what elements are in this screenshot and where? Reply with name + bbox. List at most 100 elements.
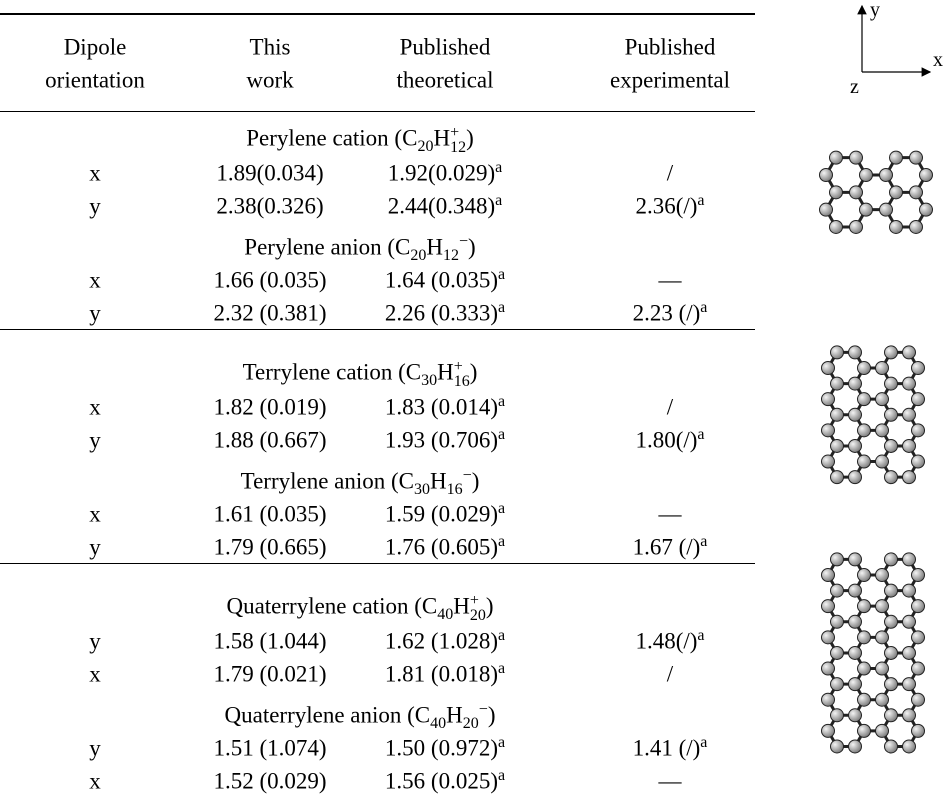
atom xyxy=(850,186,863,199)
column-header: Published xyxy=(400,36,491,59)
group-title: Perylene cation (C20H+12) xyxy=(246,125,473,155)
atom xyxy=(858,631,871,644)
theoretical: 2.26 (0.333)a xyxy=(385,302,505,325)
group-title: Quaterrylene anion (C40H20−) xyxy=(225,704,496,727)
atom xyxy=(912,600,925,613)
subscript: 20 xyxy=(410,247,426,264)
title-text: H xyxy=(437,359,454,384)
atom xyxy=(831,471,844,484)
atom xyxy=(822,600,835,613)
section-rule xyxy=(0,329,755,330)
axis-label: z xyxy=(850,76,859,98)
orientation: y xyxy=(89,630,101,653)
atom xyxy=(885,346,898,359)
theoretical: 1.76 (0.605)a xyxy=(385,536,505,559)
sup-sub: +20 xyxy=(470,593,486,623)
subscript: 16 xyxy=(447,481,463,498)
title-text: ) xyxy=(488,703,496,728)
atom xyxy=(876,631,889,644)
cell-text: 1.67 (/) xyxy=(633,535,701,560)
footnote-mark: a xyxy=(700,734,707,751)
superscript: + xyxy=(470,593,486,608)
cell-text: 1.80(/) xyxy=(635,428,697,453)
atom xyxy=(831,709,844,722)
atom xyxy=(858,455,871,468)
atom xyxy=(820,169,833,182)
this-work: 2.32 (0.381) xyxy=(213,302,326,325)
this-work: 1.82 (0.019) xyxy=(213,396,326,419)
atom xyxy=(860,169,873,182)
title-text: Quaterrylene cation (C xyxy=(226,593,437,618)
atom xyxy=(822,455,835,468)
superscript: − xyxy=(479,701,488,718)
atom xyxy=(903,471,916,484)
footnote-mark: a xyxy=(498,393,505,410)
atom xyxy=(831,615,844,628)
atom xyxy=(880,203,893,216)
orientation: x xyxy=(89,396,101,419)
subscript: 40 xyxy=(430,715,446,732)
experimental: — xyxy=(659,770,682,793)
atom xyxy=(858,424,871,437)
atom xyxy=(849,439,862,452)
cell-text: — xyxy=(659,769,682,794)
experimental: 1.48(/)a xyxy=(635,630,704,653)
atom xyxy=(885,740,898,753)
atom xyxy=(820,203,833,216)
group-title: Terrylene cation (C30H+16) xyxy=(243,359,478,389)
atom xyxy=(849,646,862,659)
atom xyxy=(912,455,925,468)
footnote-mark: a xyxy=(498,266,505,283)
this-work: 1.89(0.034) xyxy=(216,162,323,185)
atom xyxy=(858,724,871,737)
atom xyxy=(850,220,863,233)
column-header: experimental xyxy=(610,69,730,92)
footnote-mark: a xyxy=(495,159,502,176)
atom xyxy=(831,646,844,659)
footnote-mark: a xyxy=(697,426,704,443)
footnote-mark: a xyxy=(498,734,505,751)
experimental: / xyxy=(667,663,673,686)
this-work: 1.61 (0.035) xyxy=(213,503,326,526)
superscript: + xyxy=(454,359,470,374)
orientation: y xyxy=(89,429,101,452)
column-header: This xyxy=(250,36,291,59)
theoretical: 1.56 (0.025)a xyxy=(385,770,505,793)
orientation: y xyxy=(89,737,101,760)
subscript: 30 xyxy=(414,481,430,498)
atom xyxy=(831,584,844,597)
atom xyxy=(822,393,835,406)
atom xyxy=(903,740,916,753)
atom xyxy=(822,631,835,644)
orientation: y xyxy=(89,302,101,325)
superscript: − xyxy=(459,233,468,250)
subscript: 20 xyxy=(470,608,486,623)
this-work: 1.88 (0.667) xyxy=(213,429,326,452)
cell-text: 2.23 (/) xyxy=(633,301,701,326)
group-title: Perylene anion (C20H12−) xyxy=(244,236,475,259)
orientation: x xyxy=(89,663,101,686)
atom xyxy=(885,553,898,566)
title-text: H xyxy=(426,235,443,260)
experimental: 1.41 (/)a xyxy=(633,737,708,760)
experimental: 1.80(/)a xyxy=(635,429,704,452)
subscript: 40 xyxy=(437,606,453,623)
atom xyxy=(849,377,862,390)
title-text: ) xyxy=(468,235,476,260)
atom xyxy=(822,662,835,675)
title-text: ) xyxy=(486,593,494,618)
atom xyxy=(876,455,889,468)
group-title: Terrylene anion (C30H16−) xyxy=(241,470,480,493)
cell-text: 1.41 (/) xyxy=(633,736,701,761)
this-work: 1.66 (0.035) xyxy=(213,269,326,292)
title-text: Terrylene cation (C xyxy=(243,359,421,384)
cell-text: / xyxy=(667,395,673,420)
column-header: Dipole xyxy=(64,36,127,59)
theoretical: 1.64 (0.035)a xyxy=(385,269,505,292)
cell-text: 1.62 (1.028) xyxy=(385,629,498,654)
atom xyxy=(876,724,889,737)
cell-text: 1.81 (0.018) xyxy=(385,662,498,687)
atom xyxy=(903,615,916,628)
atom xyxy=(912,662,925,675)
theoretical: 1.93 (0.706)a xyxy=(385,429,505,452)
